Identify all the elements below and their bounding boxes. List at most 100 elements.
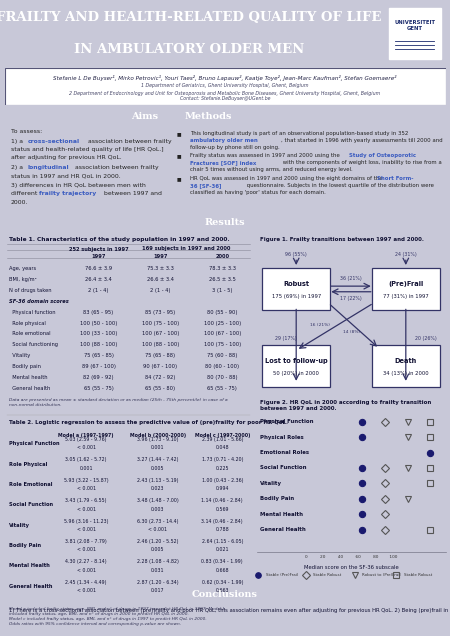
Text: Methods: Methods bbox=[184, 111, 232, 121]
Text: 0.031: 0.031 bbox=[151, 568, 165, 572]
FancyBboxPatch shape bbox=[372, 268, 440, 310]
Text: Vitality: Vitality bbox=[9, 353, 31, 358]
Text: 65 (55 - 75): 65 (55 - 75) bbox=[207, 386, 237, 391]
Text: Model a included frailty status, age, BMI, and n° of drugs in 1997 to predict HR: Model a included frailty status, age, BM… bbox=[9, 607, 226, 626]
Text: 65 (55 - 80): 65 (55 - 80) bbox=[145, 386, 176, 391]
Text: longitudinal: longitudinal bbox=[28, 165, 70, 170]
Text: 2.43 (1.13 - 5.19): 2.43 (1.13 - 5.19) bbox=[137, 478, 179, 483]
Text: Figure 2. HR QoL in 2000 according to frailty transition
between 1997 and 2000.: Figure 2. HR QoL in 2000 according to fr… bbox=[260, 399, 432, 411]
Text: 2) a: 2) a bbox=[11, 165, 25, 170]
Text: 252 subjects in 1997: 252 subjects in 1997 bbox=[69, 247, 128, 252]
Text: association between frailty: association between frailty bbox=[86, 139, 171, 144]
Text: 100 (33 - 100): 100 (33 - 100) bbox=[80, 331, 117, 336]
Text: 78.3 ± 3.3: 78.3 ± 3.3 bbox=[209, 266, 236, 271]
Text: 169 subjects in 1997 and 2000: 169 subjects in 1997 and 2000 bbox=[142, 246, 230, 251]
Text: Bodily Pain: Bodily Pain bbox=[9, 543, 41, 548]
Text: different: different bbox=[11, 191, 39, 197]
Text: 26.5 ± 3.5: 26.5 ± 3.5 bbox=[209, 277, 236, 282]
FancyBboxPatch shape bbox=[389, 8, 441, 59]
Text: 26.4 ± 3.4: 26.4 ± 3.4 bbox=[85, 277, 112, 282]
Text: 1) a: 1) a bbox=[11, 139, 25, 144]
Text: Social functioning: Social functioning bbox=[9, 342, 58, 347]
Text: 36 (21%): 36 (21%) bbox=[340, 276, 362, 281]
Text: 100 (67 - 100): 100 (67 - 100) bbox=[142, 331, 179, 336]
Text: Mental Health: Mental Health bbox=[260, 512, 303, 517]
Text: 26.6 ± 3.4: 26.6 ± 3.4 bbox=[147, 277, 174, 282]
Text: Robust: Robust bbox=[283, 280, 309, 287]
Text: SF-36 domain scores: SF-36 domain scores bbox=[9, 299, 69, 304]
Text: Results: Results bbox=[205, 218, 245, 228]
Text: Model a (1997-1997): Model a (1997-1997) bbox=[58, 433, 114, 438]
Text: 0         20         40         60         80        100: 0 20 40 60 80 100 bbox=[305, 555, 397, 559]
Text: 100 (75 - 100): 100 (75 - 100) bbox=[204, 342, 241, 347]
Text: 82 (69 - 92): 82 (69 - 92) bbox=[83, 375, 114, 380]
Text: 100 (75 - 100): 100 (75 - 100) bbox=[142, 321, 179, 326]
Text: 50 (20%) in 2000: 50 (20%) in 2000 bbox=[273, 371, 319, 377]
Text: Vitality: Vitality bbox=[9, 523, 31, 528]
Text: 17 (22%): 17 (22%) bbox=[340, 296, 362, 301]
Text: 0.005: 0.005 bbox=[151, 548, 165, 552]
Text: Physical Function: Physical Function bbox=[9, 441, 60, 446]
Text: 1 Department of Geriatrics, Ghent University Hospital, Ghent, Belgium: 1 Department of Geriatrics, Ghent Univer… bbox=[141, 83, 309, 88]
Text: 85 (73 - 95): 85 (73 - 95) bbox=[145, 310, 176, 315]
Text: 0.017: 0.017 bbox=[151, 588, 165, 593]
Text: General Health: General Health bbox=[260, 527, 306, 532]
Text: < 0.001: < 0.001 bbox=[148, 527, 167, 532]
Text: 0.225: 0.225 bbox=[216, 466, 229, 471]
Text: 5.03 (2.59 - 9.76): 5.03 (2.59 - 9.76) bbox=[65, 437, 107, 442]
Text: Robust to (Pre)Frail: Robust to (Pre)Frail bbox=[362, 573, 401, 577]
Text: 75 (65 - 88): 75 (65 - 88) bbox=[145, 353, 176, 358]
Text: 0.663: 0.663 bbox=[216, 588, 229, 593]
FancyBboxPatch shape bbox=[4, 68, 446, 105]
Text: 2.46 (1.20 - 5.52): 2.46 (1.20 - 5.52) bbox=[137, 539, 179, 544]
Text: Role emotional: Role emotional bbox=[9, 331, 51, 336]
Text: 1.14 (0.46 - 2.84): 1.14 (0.46 - 2.84) bbox=[202, 498, 243, 503]
Text: classified as having 'poor' status for each domain.: classified as having 'poor' status for e… bbox=[190, 190, 326, 195]
Text: Stable (Pre)Frail: Stable (Pre)Frail bbox=[266, 573, 298, 577]
Text: 77 (31%) in 1997: 77 (31%) in 1997 bbox=[383, 294, 429, 299]
Text: 1997: 1997 bbox=[91, 254, 106, 259]
Text: Age, years: Age, years bbox=[9, 266, 36, 271]
Text: Physical Roles: Physical Roles bbox=[260, 434, 304, 439]
Text: 1.73 (0.71 - 4.20): 1.73 (0.71 - 4.20) bbox=[202, 457, 243, 462]
Text: < 0.001: < 0.001 bbox=[76, 588, 96, 593]
Text: 20 (26%): 20 (26%) bbox=[415, 336, 437, 341]
Text: between 1997 and: between 1997 and bbox=[102, 191, 162, 197]
Text: 29 (17%): 29 (17%) bbox=[275, 336, 297, 341]
Text: 2000: 2000 bbox=[215, 254, 230, 259]
Text: 2.39 (1.01 - 5.66): 2.39 (1.01 - 5.66) bbox=[202, 437, 243, 442]
Text: < 0.001: < 0.001 bbox=[76, 486, 96, 491]
Text: IN AMBULATORY OLDER MEN: IN AMBULATORY OLDER MEN bbox=[74, 43, 304, 56]
Text: 1.00 (0.43 - 2.36): 1.00 (0.43 - 2.36) bbox=[202, 478, 243, 483]
Text: 36 [SF-36]: 36 [SF-36] bbox=[190, 183, 222, 188]
Text: Role physical: Role physical bbox=[9, 321, 46, 326]
Text: status in 1997 and HR QoL in 2000.: status in 1997 and HR QoL in 2000. bbox=[11, 173, 121, 178]
Text: 100 (88 - 100): 100 (88 - 100) bbox=[80, 342, 117, 347]
Text: Emotional Roles: Emotional Roles bbox=[260, 450, 310, 455]
Text: 0.001: 0.001 bbox=[151, 445, 165, 450]
FancyBboxPatch shape bbox=[262, 345, 330, 387]
Text: 2 (1 - 4): 2 (1 - 4) bbox=[150, 288, 171, 293]
Text: 5.96 (3.16 - 11.23): 5.96 (3.16 - 11.23) bbox=[64, 518, 108, 523]
Text: HR QoL was assessed in 1997 and 2000 using the eight domains of the: HR QoL was assessed in 1997 and 2000 usi… bbox=[190, 176, 385, 181]
Text: Vitality: Vitality bbox=[260, 481, 282, 486]
Text: 3.48 (1.48 - 7.00): 3.48 (1.48 - 7.00) bbox=[137, 498, 179, 503]
Text: 75 (60 - 88): 75 (60 - 88) bbox=[207, 353, 238, 358]
Text: 75 (65 - 85): 75 (65 - 85) bbox=[84, 353, 113, 358]
Text: Median score on the SF-36 subscale: Median score on the SF-36 subscale bbox=[304, 565, 398, 570]
Text: follow-up by phone still on going.: follow-up by phone still on going. bbox=[190, 145, 280, 149]
Text: ambulatory older men: ambulatory older men bbox=[190, 138, 258, 143]
Text: Conclusions: Conclusions bbox=[192, 590, 258, 598]
Text: association between frailty: association between frailty bbox=[72, 165, 158, 170]
FancyBboxPatch shape bbox=[372, 345, 440, 387]
Text: Bodily pain: Bodily pain bbox=[9, 364, 41, 369]
Text: This longitudinal study is part of an observational population-based study in 35: This longitudinal study is part of an ob… bbox=[190, 131, 409, 136]
Text: 0.048: 0.048 bbox=[216, 445, 229, 450]
Text: cross-sectional: cross-sectional bbox=[28, 139, 80, 144]
Text: Table 2. Logistic regression to assess the predictive value of (pre)frailty for : Table 2. Logistic regression to assess t… bbox=[9, 420, 288, 425]
Text: 0.62 (0.34 - 1.99): 0.62 (0.34 - 1.99) bbox=[202, 579, 243, 584]
Text: chair 5 times without using arms, and reduced energy level.: chair 5 times without using arms, and re… bbox=[190, 167, 353, 172]
Text: 3.81 (2.08 - 7.79): 3.81 (2.08 - 7.79) bbox=[65, 539, 107, 544]
Text: To assess:: To assess: bbox=[11, 129, 42, 134]
Text: questionnaire. Subjects in the lowest quartile of the distribution were: questionnaire. Subjects in the lowest qu… bbox=[245, 183, 434, 188]
